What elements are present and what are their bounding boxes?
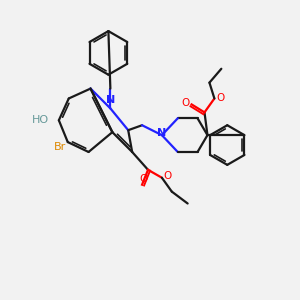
Text: O: O bbox=[164, 171, 172, 181]
Text: O: O bbox=[216, 94, 225, 103]
Text: N: N bbox=[157, 128, 167, 138]
Text: O: O bbox=[182, 98, 190, 108]
Text: Br: Br bbox=[53, 142, 66, 152]
Text: O: O bbox=[139, 174, 147, 184]
Text: HO: HO bbox=[32, 115, 49, 125]
Text: N: N bbox=[106, 95, 115, 105]
